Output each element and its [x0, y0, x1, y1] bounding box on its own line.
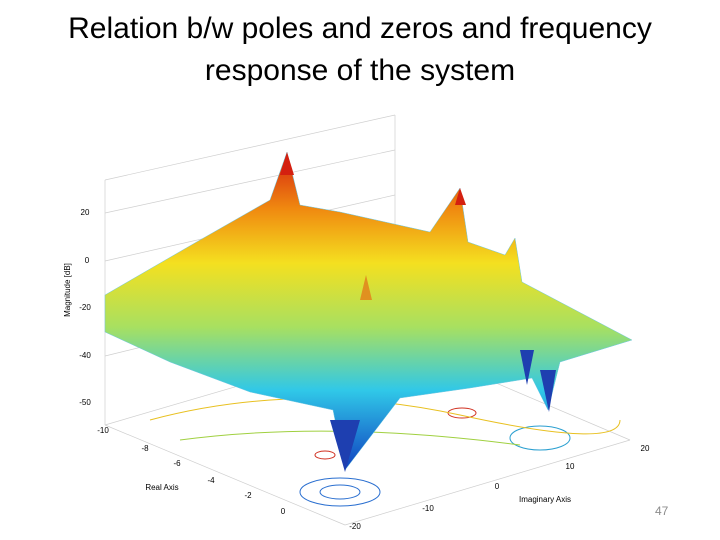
pole-peaks	[280, 152, 466, 300]
z-tick-label: -20	[79, 303, 91, 312]
z-tick-label: 0	[85, 256, 90, 265]
y-tick-label: 0	[495, 482, 500, 491]
y-tick-label: 20	[641, 444, 650, 453]
x-tick-label: -8	[141, 444, 149, 453]
x-tick-label: -10	[97, 426, 109, 435]
z-axis-label: Magnitude [dB]	[63, 263, 72, 317]
zero-dips	[330, 350, 556, 472]
x-tick-label: -2	[244, 491, 252, 500]
title-line: response of the system	[204, 54, 516, 87]
y-tick-label: -10	[422, 504, 434, 513]
x-tick-label: -4	[207, 476, 215, 485]
y-axis-label: Imaginary Axis	[519, 495, 571, 504]
surface	[104, 151, 633, 471]
title-line: Relation b/w poles and zeros and frequen…	[68, 12, 652, 45]
z-tick-label: 20	[81, 208, 90, 217]
page-number: 47	[655, 504, 669, 518]
slide-title: Relation b/w poles and zeros and frequen…	[0, 8, 720, 92]
y-tick-label: 10	[566, 462, 575, 471]
x-tick-label: 0	[281, 507, 286, 516]
y-tick-label: -20	[349, 522, 361, 531]
z-tick-label: -50	[79, 398, 91, 407]
z-tick-label: -40	[79, 351, 91, 360]
x-tick-label: -6	[173, 459, 181, 468]
x-axis-label: Real Axis	[145, 483, 178, 492]
